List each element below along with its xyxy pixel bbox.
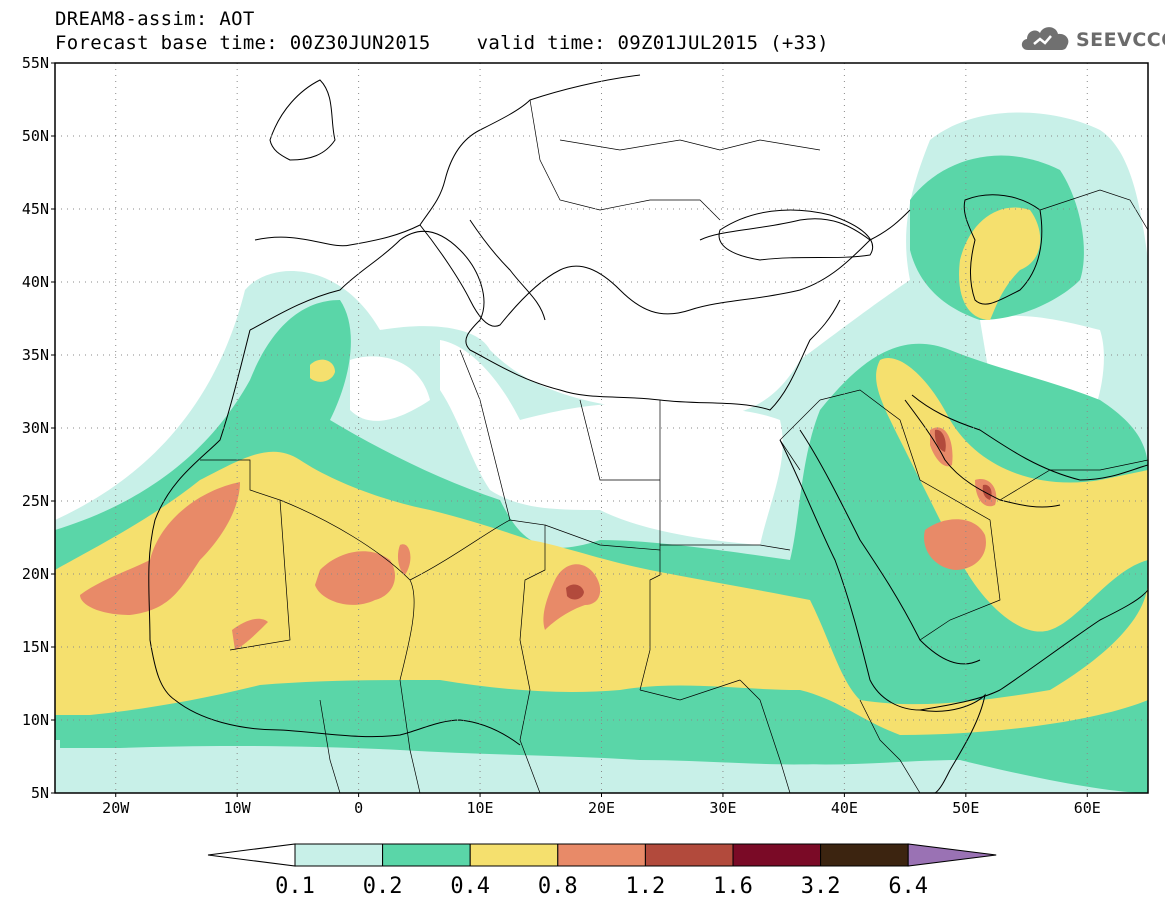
lat-label: 35N bbox=[22, 346, 49, 364]
colorbar-box bbox=[644, 843, 734, 867]
colorbar-box bbox=[732, 843, 822, 867]
aot-fields bbox=[55, 74, 1148, 793]
aot-band-0.8-west bbox=[80, 482, 240, 615]
colorbar-box bbox=[294, 843, 384, 867]
colorbar-label: 6.4 bbox=[888, 874, 928, 899]
seevccc-logo: SEEVCCC bbox=[1018, 20, 1165, 58]
aot-band-0.4-caspian bbox=[959, 207, 1041, 320]
colorbar-label: 1.2 bbox=[626, 874, 666, 899]
colorbar-box bbox=[469, 843, 559, 867]
lat-label: 45N bbox=[22, 200, 49, 218]
lon-label: 30E bbox=[709, 799, 736, 817]
coastlines bbox=[148, 74, 1148, 793]
grid-lines bbox=[55, 63, 1148, 793]
lat-label: 5N bbox=[31, 784, 49, 802]
lat-label: 50N bbox=[22, 127, 49, 145]
borders bbox=[200, 99, 1148, 793]
lon-label: 50E bbox=[952, 799, 979, 817]
aot-band-0.4-morocco bbox=[310, 359, 335, 382]
lon-label: 10W bbox=[224, 799, 252, 817]
latitude-labels: 55N 50N 45N 40N 35N 30N 25N 20N 15N 10N 5N bbox=[22, 54, 49, 802]
lat-label: 25N bbox=[22, 492, 49, 510]
valid-time: valid time: 09Z01JUL2015 (+33) bbox=[476, 32, 829, 54]
colorbar-label: 0.8 bbox=[538, 874, 578, 899]
cloud-icon bbox=[1021, 27, 1069, 50]
lat-label: 55N bbox=[22, 54, 49, 72]
aot-band-0.8-sahel bbox=[232, 618, 268, 650]
colorbar-box bbox=[820, 843, 909, 867]
lat-label: 30N bbox=[22, 419, 49, 437]
lon-label: 10E bbox=[467, 799, 494, 817]
aot-band-0.8-arabia bbox=[924, 427, 997, 570]
colorbar-label: 1.6 bbox=[713, 874, 753, 899]
lon-label: 60E bbox=[1074, 799, 1101, 817]
lon-label: 0 bbox=[354, 799, 363, 817]
lat-label: 40N bbox=[22, 273, 49, 291]
aot-clear-area-2 bbox=[350, 315, 1104, 440]
colorbar-box bbox=[557, 843, 646, 867]
aot-clear-area bbox=[440, 340, 783, 545]
colorbar-label: 0.4 bbox=[450, 874, 490, 899]
colorbar-under-arrow bbox=[207, 843, 296, 867]
lon-label: 40E bbox=[831, 799, 858, 817]
lat-label: 15N bbox=[22, 638, 49, 656]
base-time: Forecast base time: 00Z30JUN2015 bbox=[55, 32, 431, 54]
aot-band-0.4 bbox=[55, 358, 1148, 735]
lon-label: 20E bbox=[588, 799, 615, 817]
lat-label: 20N bbox=[22, 565, 49, 583]
title-line-1: DREAM8-assim: AOT bbox=[55, 8, 255, 30]
lat-label: 10N bbox=[22, 711, 49, 729]
colorbar-box bbox=[382, 843, 471, 867]
lon-label: 20W bbox=[102, 799, 130, 817]
colorbar-over-arrow bbox=[907, 843, 997, 867]
logo-text: SEEVCCC bbox=[1076, 29, 1165, 51]
longitude-labels: 20W 10W 0 10E 20E 30E 40E 50E 60E bbox=[102, 799, 1101, 817]
aot-band-0.2-south bbox=[60, 687, 1148, 765]
colorbar-label: 3.2 bbox=[801, 874, 841, 899]
title-line-2: Forecast base time: 00Z30JUN2015 valid ti… bbox=[55, 33, 829, 53]
colorbar-label: 0.2 bbox=[363, 874, 403, 899]
colorbar-label: 0.1 bbox=[275, 874, 315, 899]
